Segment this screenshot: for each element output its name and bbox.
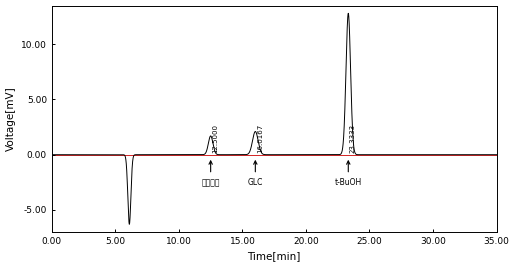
Text: GLC: GLC xyxy=(248,178,263,187)
Y-axis label: Voltage[mV]: Voltage[mV] xyxy=(6,87,15,151)
Text: 글리세롤: 글리세롤 xyxy=(201,178,220,187)
X-axis label: Time[min]: Time[min] xyxy=(248,252,301,261)
Text: 23.3333: 23.3333 xyxy=(350,124,356,153)
Text: t-BuOH: t-BuOH xyxy=(335,178,362,187)
Text: 16.0167: 16.0167 xyxy=(257,124,263,153)
Text: 12.5000: 12.5000 xyxy=(212,124,218,153)
